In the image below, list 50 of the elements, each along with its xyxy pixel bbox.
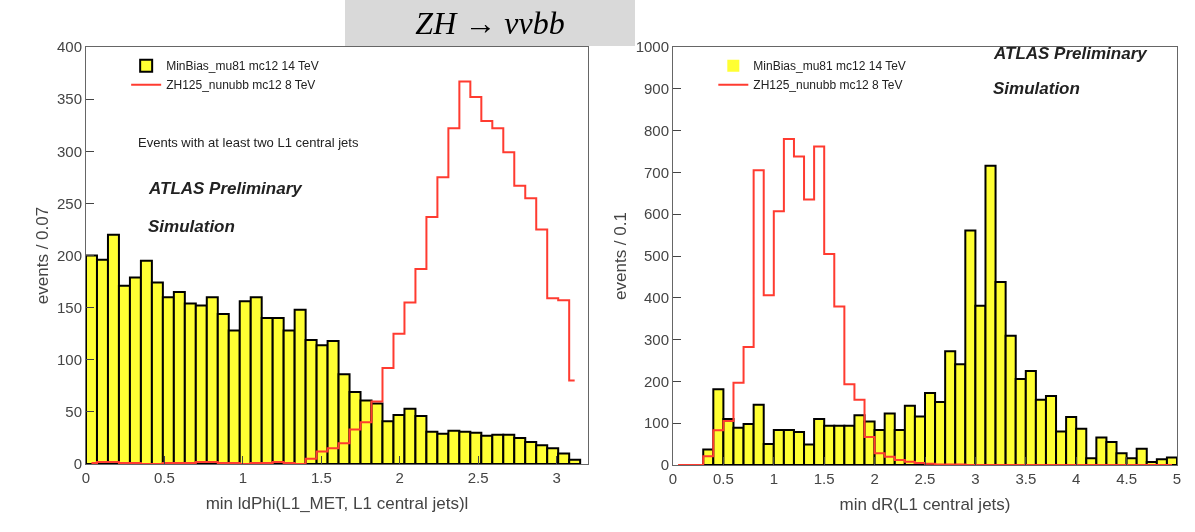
annotation: ATLAS Preliminary bbox=[148, 179, 304, 198]
y-tick-label: 200 bbox=[643, 372, 669, 390]
x-tick-label: 4.5 bbox=[1116, 470, 1138, 487]
x-axis-title: min dR(L1 central jets) bbox=[839, 495, 1011, 515]
x-tick-label: 1 bbox=[769, 470, 778, 487]
legend-label: MinBias_mu81 mc12 14 TeV bbox=[753, 59, 906, 74]
legend-label: MinBias_mu81 mc12 14 TeV bbox=[166, 59, 319, 74]
y-tick-label: 0 bbox=[660, 456, 669, 474]
x-tick-label: 2 bbox=[395, 469, 404, 486]
y-tick-label: 200 bbox=[56, 246, 82, 264]
x-tick-label: 4 bbox=[1072, 470, 1081, 487]
x-tick-label: 2.5 bbox=[467, 469, 489, 486]
legend-label: ZH125_nunubb mc12 8 TeV bbox=[753, 78, 903, 93]
legend-label: ZH125_nunubb mc12 8 TeV bbox=[166, 78, 316, 93]
y-tick-label: 600 bbox=[643, 205, 669, 223]
x-tick-label: 1.5 bbox=[310, 469, 332, 486]
y-axis-title: events / 0.07 bbox=[32, 206, 52, 305]
x-axis-title: min ldPhi(L1_MET, L1 central jets)l bbox=[205, 494, 469, 514]
x-tick-label: 1.5 bbox=[813, 470, 835, 487]
x-tick-label: 3 bbox=[552, 469, 561, 486]
y-tick-label: 50 bbox=[65, 403, 82, 421]
y-tick-label: 400 bbox=[643, 289, 669, 307]
x-tick-label: 3.5 bbox=[1015, 470, 1037, 487]
x-tick-label: 3 bbox=[971, 470, 980, 487]
y-tick-label: 150 bbox=[56, 298, 82, 316]
y-tick-label: 100 bbox=[643, 414, 669, 432]
y-tick-label: 350 bbox=[56, 90, 82, 108]
y-tick-label: 100 bbox=[56, 351, 82, 368]
y-tick-label: 400 bbox=[56, 38, 82, 56]
annotation: Events with at least two L1 central jets bbox=[138, 135, 359, 150]
annotation: ATLAS Preliminary bbox=[993, 44, 1149, 63]
x-tick-label: 2.5 bbox=[914, 470, 936, 487]
y-tick-label: 300 bbox=[643, 330, 669, 348]
x-tick-label: 5 bbox=[1172, 470, 1182, 487]
annotation: Simulation bbox=[993, 79, 1080, 98]
y-tick-label: 250 bbox=[56, 194, 82, 212]
y-tick-label: 900 bbox=[643, 80, 669, 98]
y-tick-label: 300 bbox=[56, 142, 82, 160]
x-tick-label: 0.5 bbox=[154, 469, 175, 486]
y-axis-title: events / 0.1 bbox=[611, 212, 631, 300]
x-tick-label: 1 bbox=[238, 469, 248, 486]
x-tick-label: 2 bbox=[870, 470, 879, 487]
chart-title: ZH → ννbb bbox=[345, 0, 635, 46]
y-tick-label: 500 bbox=[643, 247, 669, 265]
y-tick-label: 1000 bbox=[635, 38, 669, 56]
annotation: Simulation bbox=[148, 217, 235, 236]
y-tick-label: 800 bbox=[643, 121, 669, 139]
y-tick-label: 0 bbox=[73, 455, 82, 473]
y-tick-label: 700 bbox=[643, 163, 669, 181]
x-tick-label: 0.5 bbox=[712, 470, 734, 487]
